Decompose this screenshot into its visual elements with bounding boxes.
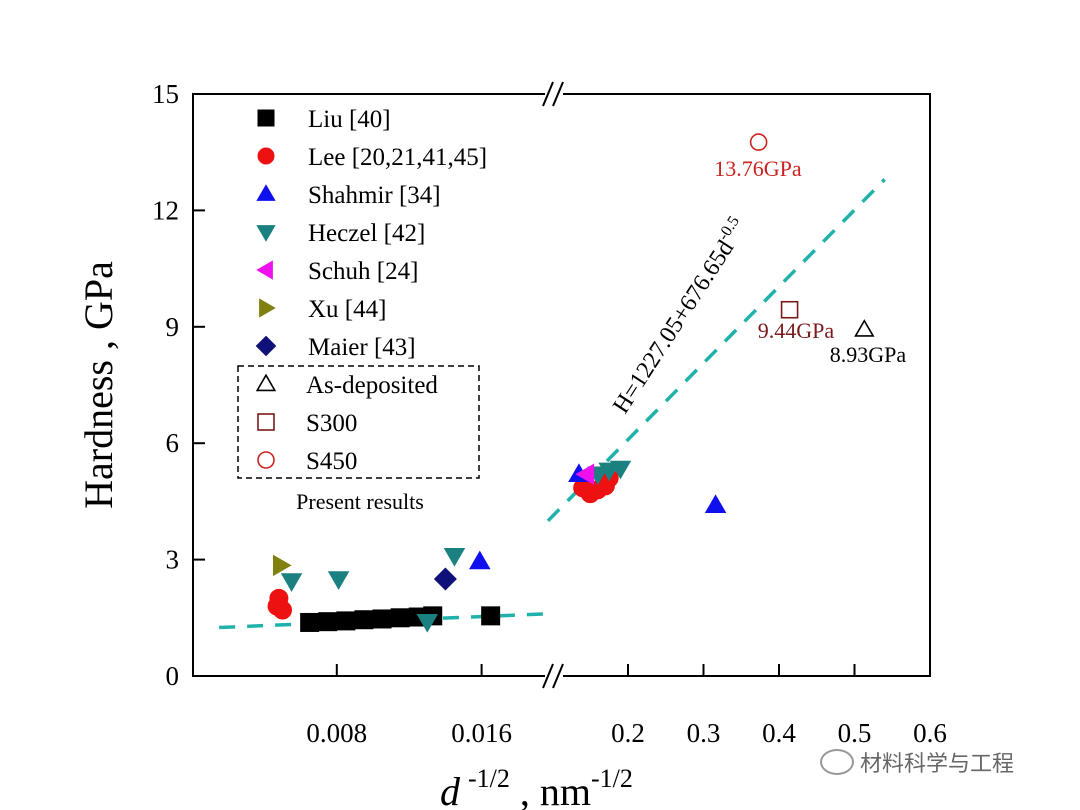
legend-marker-s450 <box>257 451 275 469</box>
legend-label-shahmir-34: Shahmir [34] <box>308 182 441 209</box>
legend-label-s300: S300 <box>306 410 357 437</box>
legend-marker-as-deposited <box>255 373 277 392</box>
legend-label-s450: S450 <box>306 448 357 475</box>
y-tick-label: 6 <box>166 428 180 458</box>
data-point-maier-43 <box>433 567 457 591</box>
legend-marker-xu-44 <box>259 298 276 318</box>
legend-marker-lee-20-21-41-45 <box>257 147 275 165</box>
data-point-heczel-42 <box>609 460 632 480</box>
legend-label-lee-20-21-41-45: Lee [20,21,41,45] <box>308 144 487 171</box>
fit-line-right <box>546 178 886 523</box>
data-point-heczel-42 <box>327 571 350 590</box>
x-axis-label: d -1/2 , nm-1/2 <box>440 764 633 810</box>
y-tick-label: 9 <box>166 312 180 342</box>
legend-marker-schuh-24 <box>256 260 273 280</box>
data-point-s300 <box>780 300 799 319</box>
legend-marker-shahmir-34 <box>256 184 276 201</box>
legend-marker-liu-40 <box>257 109 275 127</box>
legend-label-heczel-42: Heczel [42] <box>308 220 425 247</box>
data-point-as-deposited <box>854 319 875 337</box>
data-point-liu-40 <box>318 612 338 632</box>
y-tick-label: 3 <box>166 545 180 575</box>
axis-break-mark-bottom <box>542 663 554 689</box>
wechat-icon <box>820 749 854 775</box>
value-label-s450: 13.76GPa <box>714 156 802 181</box>
y-tick-label: 15 <box>152 79 179 109</box>
x-tick-label: 0.5 <box>838 718 872 748</box>
x-tick-label: 0.4 <box>762 718 796 748</box>
x-tick-label: 0.3 <box>687 718 721 748</box>
data-point-s450 <box>749 133 768 151</box>
data-point-liu-40 <box>300 612 320 632</box>
legend-label-as-deposited: As-deposited <box>306 372 438 399</box>
x-tick-label: 0.008 <box>306 718 367 748</box>
legend-label-maier-43: Maier [43] <box>308 334 416 361</box>
legend-marker-maier-43 <box>255 335 277 357</box>
fit-equation: H=1227.05+676.65d-0.5 <box>606 213 753 418</box>
watermark-text: 材料科学与工程 <box>860 752 1015 777</box>
legend-marker-heczel-42 <box>256 225 276 242</box>
value-label-as-deposited: 8.93GPa <box>830 342 907 367</box>
axis-break-mark-top <box>552 81 564 107</box>
y-tick-label: 0 <box>166 661 180 691</box>
data-point-liu-40 <box>390 608 410 628</box>
data-point-xu-44 <box>272 554 292 577</box>
data-point-shahmir-34 <box>469 550 491 570</box>
watermark: 材料科学与工程 <box>820 746 1014 778</box>
legend-present-results-box <box>237 365 480 479</box>
data-point-schuh-24 <box>575 463 595 486</box>
axis-break-mark-bottom <box>552 663 564 689</box>
x-tick-label: 0.016 <box>451 718 512 748</box>
data-point-heczel-42 <box>280 573 303 592</box>
data-point-heczel-42 <box>416 613 439 633</box>
axis-break-mark-top <box>542 81 554 107</box>
legend-label-xu-44: Xu [44] <box>308 296 386 323</box>
data-point-lee-20-21-41-45 <box>273 600 292 620</box>
y-tick-label: 12 <box>152 195 179 225</box>
legend-marker-s300 <box>257 413 275 431</box>
x-tick-label: 0.6 <box>913 718 947 748</box>
data-point-heczel-42 <box>443 548 466 567</box>
data-point-liu-40 <box>481 606 501 626</box>
legend-label-schuh-24: Schuh [24] <box>308 258 418 285</box>
value-label-s300: 9.44GPa <box>758 318 835 343</box>
data-point-liu-40 <box>336 611 356 631</box>
plot-frame <box>192 93 931 677</box>
x-tick-label: 0.2 <box>611 718 645 748</box>
legend-group-label: Present results <box>296 489 424 514</box>
data-point-shahmir-34 <box>704 494 727 513</box>
y-axis-label: Hardness , GPa <box>76 261 121 509</box>
legend-label-liu-40: Liu [40] <box>308 106 391 133</box>
data-point-liu-40 <box>354 610 374 630</box>
data-point-liu-40 <box>372 609 392 629</box>
